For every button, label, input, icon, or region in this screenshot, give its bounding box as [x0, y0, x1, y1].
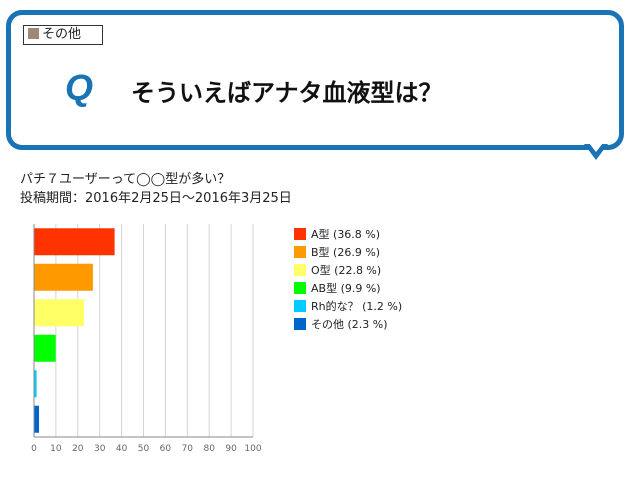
bar: [34, 370, 37, 398]
x-tick-label: 10: [50, 444, 62, 454]
x-tick-label: 40: [116, 444, 128, 454]
legend-swatch: [294, 264, 306, 276]
bar: [34, 263, 93, 291]
question-bubble: その他 Q そういえばアナタ血液型は？: [6, 10, 624, 150]
legend-item: A型 (36.8 %): [294, 226, 402, 244]
legend-label: O型 (22.8 %): [311, 264, 382, 277]
category-swatch: [28, 28, 39, 39]
survey-period: 投稿期間：2016年2月25日〜2016年3月25日: [20, 191, 292, 206]
x-tick-label: 20: [72, 444, 84, 454]
bar: [34, 334, 56, 362]
category-tag[interactable]: その他: [23, 25, 103, 45]
x-tick-label: 70: [182, 444, 194, 454]
legend-swatch: [294, 228, 306, 240]
x-tick-label: 50: [138, 444, 150, 454]
legend-swatch: [294, 246, 306, 258]
survey-subtitle: パチ７ユーザーって◯◯型が多い？: [20, 172, 231, 187]
legend-item: AB型 (9.9 %): [294, 280, 402, 298]
x-tick-label: 0: [31, 444, 37, 454]
bar: [34, 228, 115, 256]
question-title: そういえばアナタ血液型は？: [131, 79, 443, 107]
legend-swatch: [294, 300, 306, 312]
category-label: その他: [42, 27, 82, 42]
legend-swatch: [294, 318, 306, 330]
legend-item: その他 (2.3 %): [294, 316, 402, 334]
legend-label: A型 (36.8 %): [311, 228, 381, 241]
bar: [34, 299, 84, 327]
x-tick-label: 90: [225, 444, 237, 454]
legend-item: Rh的な？ (1.2 %): [294, 298, 402, 316]
legend-item: B型 (26.9 %): [294, 244, 402, 262]
x-tick-label: 100: [244, 444, 261, 454]
legend-swatch: [294, 282, 306, 294]
survey-info: パチ７ユーザーって◯◯型が多い？ 投稿期間：2016年2月25日〜2016年3月…: [20, 170, 292, 208]
q-mark: Q: [65, 67, 94, 108]
x-tick-label: 60: [160, 444, 172, 454]
legend-label: AB型 (9.9 %): [311, 282, 381, 295]
legend-item: O型 (22.8 %): [294, 262, 402, 280]
x-tick-label: 80: [203, 444, 215, 454]
legend-label: Rh的な？ (1.2 %): [311, 300, 403, 313]
bubble-tail-inner: [589, 143, 603, 152]
legend-label: B型 (26.9 %): [311, 246, 381, 259]
x-tick-label: 30: [94, 444, 106, 454]
chart-legend: A型 (36.8 %) B型 (26.9 %) O型 (22.8 %) AB型 (9.…: [294, 226, 402, 334]
bar: [34, 405, 40, 433]
legend-label: その他 (2.3 %): [311, 318, 388, 331]
